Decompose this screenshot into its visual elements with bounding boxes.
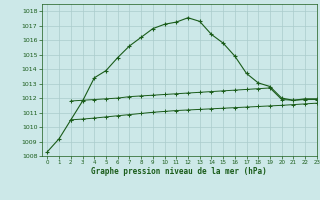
X-axis label: Graphe pression niveau de la mer (hPa): Graphe pression niveau de la mer (hPa) [91, 167, 267, 176]
